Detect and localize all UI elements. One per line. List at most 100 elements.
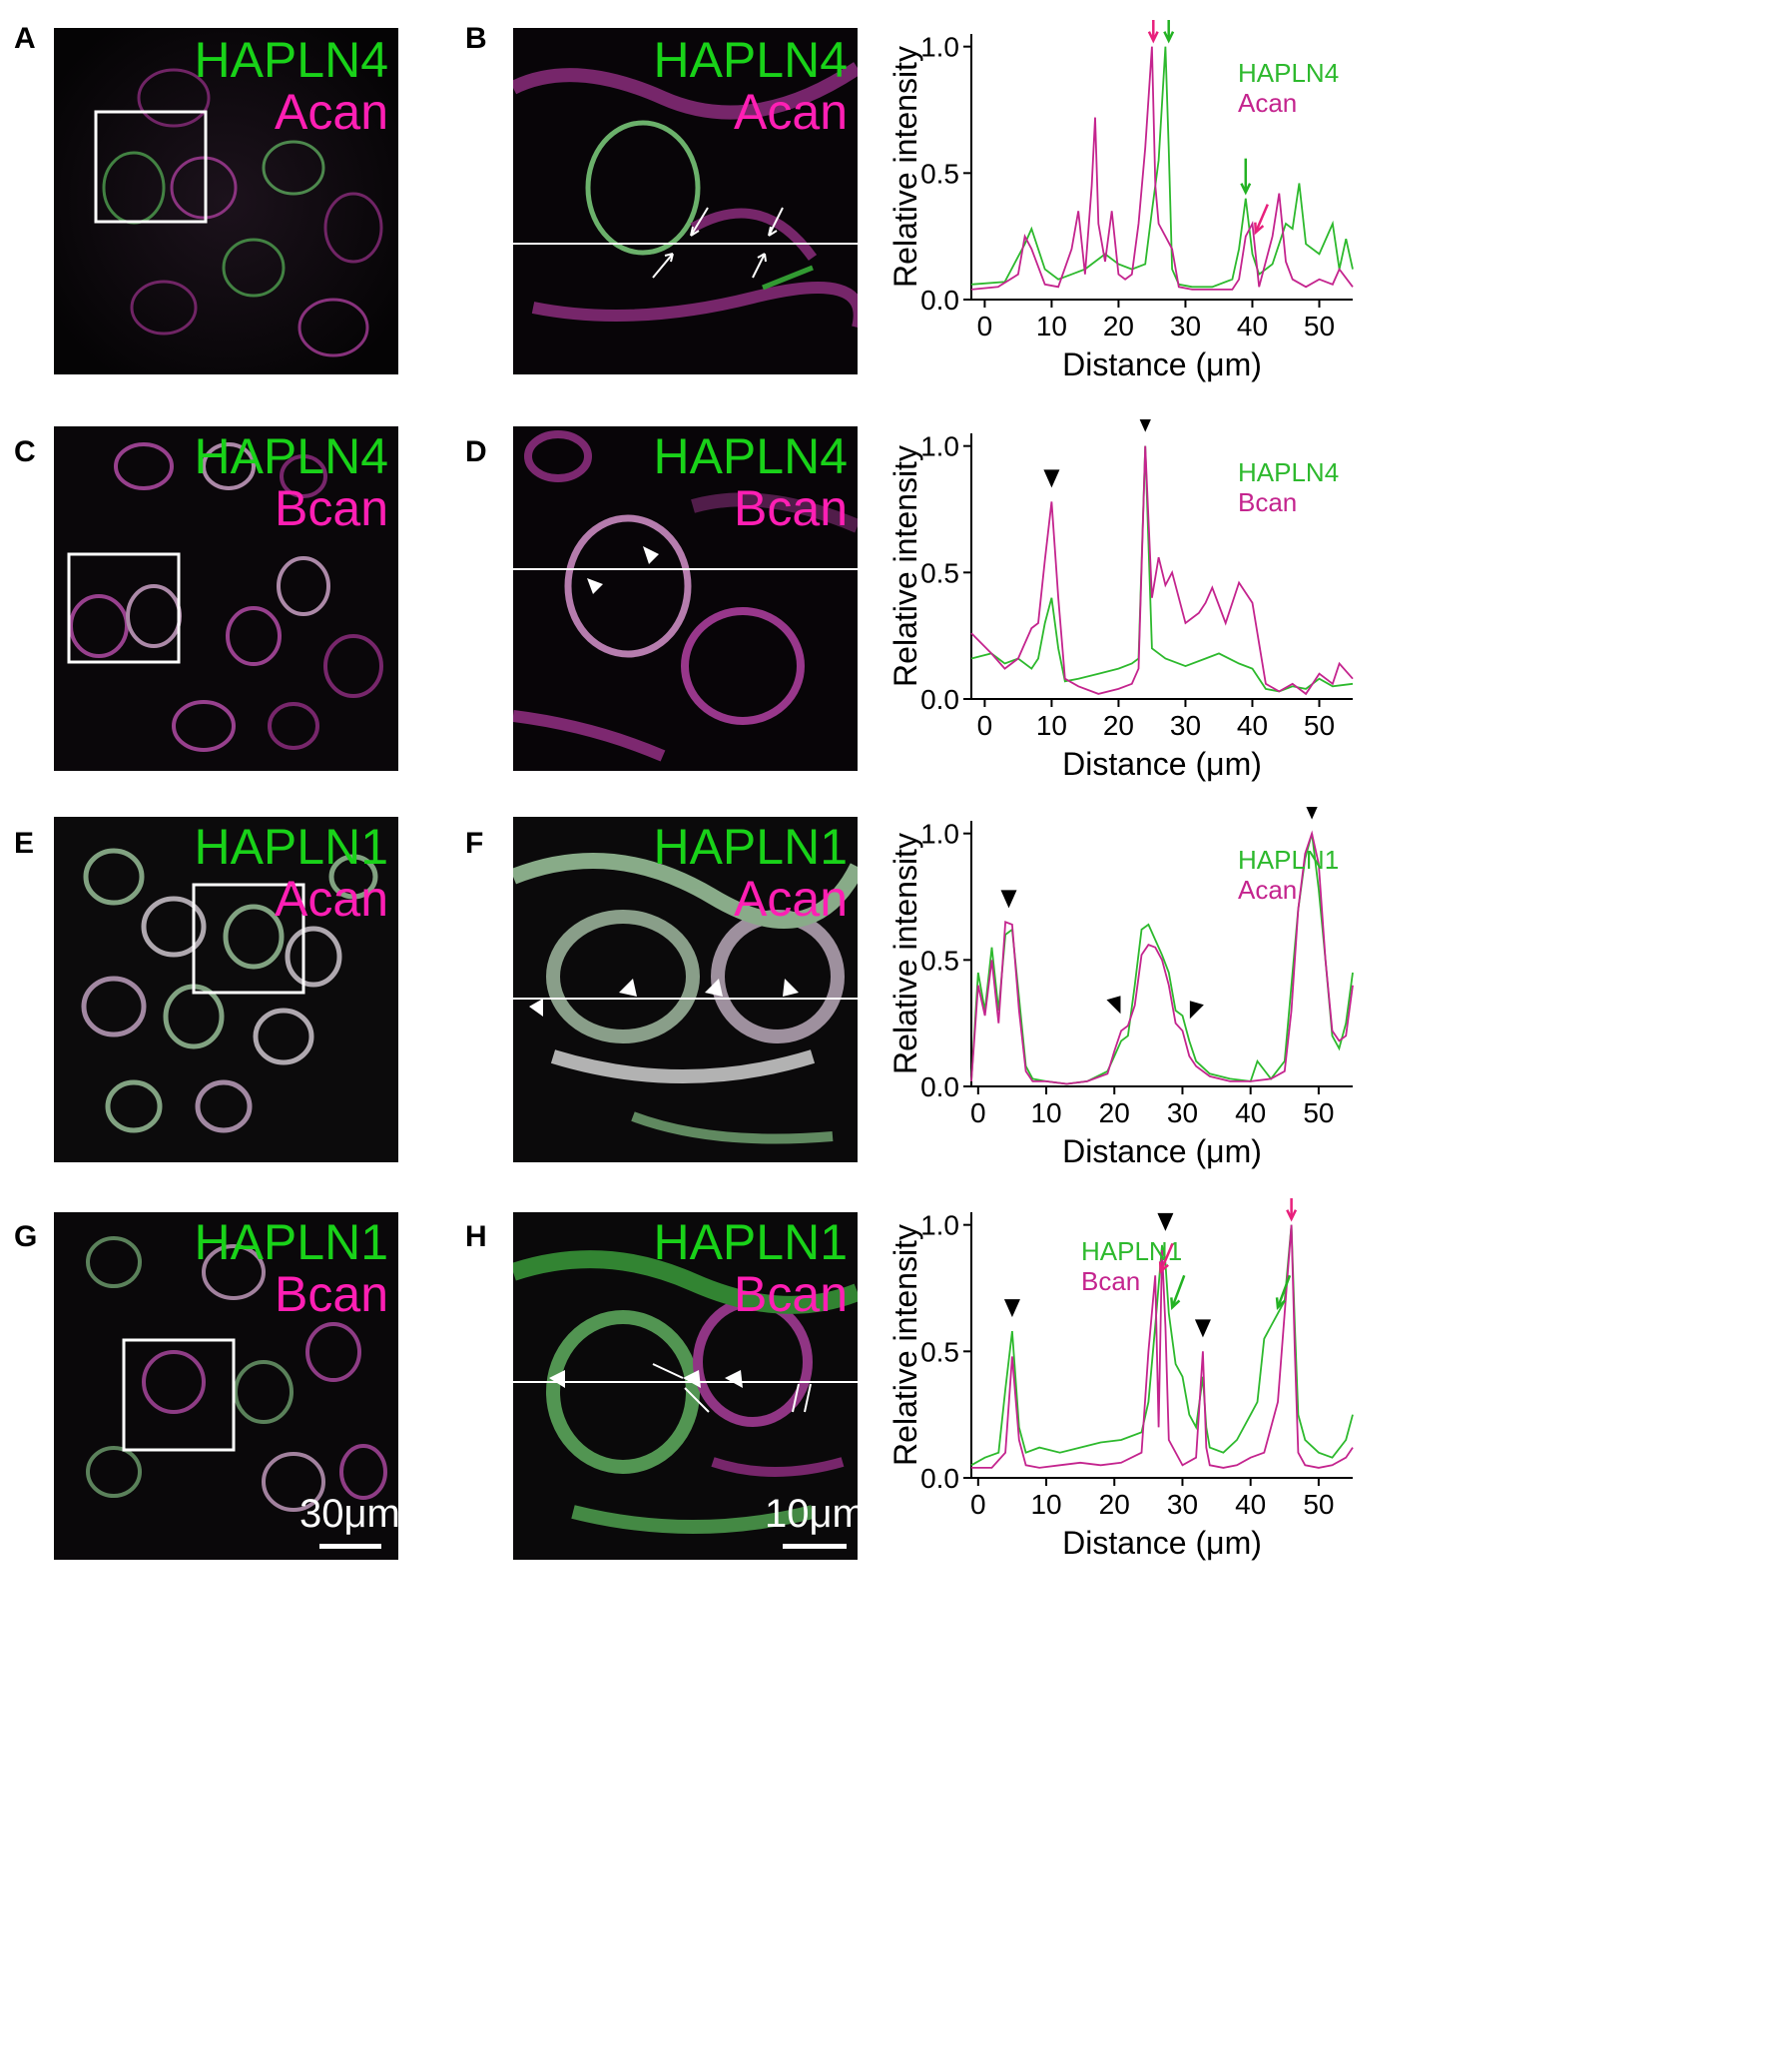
y-axis-label: Relative intensity: [887, 46, 923, 288]
label-b: HAPLN4 Acan: [653, 34, 848, 138]
y-tick-label: 0.5: [920, 158, 959, 189]
legend-entry-bcan: Bcan: [1238, 487, 1297, 517]
scale-label: 30μm: [299, 1492, 398, 1536]
peak-arrowhead: [1194, 1319, 1211, 1338]
micrograph-c-texture: [54, 426, 398, 771]
micrograph-b: HAPLN4 Acan: [513, 28, 858, 374]
y-tick-label: 0.0: [920, 1071, 959, 1102]
label-h: HAPLN1 Bcan: [653, 1216, 848, 1320]
series-line-bcan: [971, 1224, 1354, 1469]
peak-arrowhead: [1304, 801, 1321, 820]
x-tick-label: 30: [1170, 311, 1201, 342]
micrograph-g: HAPLN1 Bcan 30μm: [54, 1212, 398, 1560]
peak-arrow-head: [1170, 1297, 1181, 1311]
label-a: HAPLN4 Acan: [194, 34, 388, 138]
panel-letter-d: D: [465, 435, 487, 468]
peak-arrow-shaft: [1276, 1274, 1292, 1308]
micrograph-a: HAPLN4 Acan: [54, 28, 398, 374]
panel-letter-f: F: [465, 827, 484, 860]
y-tick-label: 0.5: [920, 945, 959, 976]
micrograph-h-texture: [513, 1212, 858, 1560]
scale-bar: [319, 1544, 381, 1549]
series-line-acan: [970, 830, 1354, 1085]
x-tick-label: 10: [1036, 710, 1067, 741]
x-tick-label: 0: [977, 710, 993, 741]
label-magenta: Bcan: [734, 1266, 848, 1322]
x-axis-label: Distance (μm): [1062, 1133, 1262, 1169]
peak-arrow-head: [1240, 183, 1252, 196]
x-tick-label: 0: [970, 1489, 986, 1520]
y-tick-label: 1.0: [920, 32, 959, 63]
series-line-bcan: [970, 445, 1354, 696]
line-plot-4: 0 10 20 30 40 50 0.0 0.5 1.0 Distance (μm) Relativ…: [887, 1184, 1354, 1561]
x-axis-label: Distance (μm): [1062, 1525, 1262, 1561]
panel-letter-h: H: [465, 1220, 487, 1253]
y-tick-label: 1.0: [920, 1210, 959, 1241]
scale-label: 10μm: [765, 1492, 858, 1536]
plot-1: 0 10 20 30 40 50 0.0 0.5 1.0 Distance (μm) Relativ…: [879, 6, 1358, 399]
inset-box: [67, 552, 181, 664]
y-tick-label: 0.0: [920, 285, 959, 316]
peak-arrow-head: [1158, 1261, 1169, 1274]
label-e: HAPLN1 Acan: [194, 821, 388, 925]
plot-3: 0 10 20 30 40 50 0.0 0.5 1.0 Distance (μm) Relativ…: [879, 801, 1358, 1186]
peak-arrowhead: [1189, 1001, 1204, 1020]
plot-4: 0 10 20 30 40 50 0.0 0.5 1.0 Distance (μm) Relativ…: [879, 1184, 1358, 1578]
x-tick-label: 50: [1303, 1489, 1334, 1520]
x-tick-label: 40: [1235, 1097, 1266, 1128]
panel-letter-a: A: [14, 22, 36, 55]
micrograph-h: HAPLN1 Bcan 10μm: [513, 1212, 858, 1560]
micrograph-f-texture: [513, 817, 858, 1162]
label-d: HAPLN4 Bcan: [653, 430, 848, 534]
label-magenta: Bcan: [275, 1266, 388, 1322]
panel-letter-c: C: [14, 435, 36, 468]
micrograph-d-texture: [513, 426, 858, 771]
legend-entry-hapln1: HAPLN1: [1238, 845, 1339, 875]
label-green: HAPLN4: [194, 32, 388, 88]
plot-2: 0 10 20 30 40 50 0.0 0.5 1.0 Distance (μm) Relativ…: [879, 413, 1358, 799]
peak-arrow-shaft: [1171, 1274, 1186, 1308]
peak-arrowhead: [1137, 413, 1154, 432]
x-tick-label: 0: [970, 1097, 986, 1128]
peak-arrow-head: [1286, 1209, 1298, 1222]
micrograph-e-texture: [54, 817, 398, 1162]
label-magenta: Acan: [734, 84, 848, 140]
y-tick-label: 0.0: [920, 684, 959, 715]
label-green: HAPLN1: [653, 819, 848, 875]
peak-arrow-shaft: [1254, 204, 1269, 234]
label-green: HAPLN4: [194, 428, 388, 484]
x-tick-label: 30: [1170, 710, 1201, 741]
y-tick-label: 0.0: [920, 1463, 959, 1494]
label-c: HAPLN4 Bcan: [194, 430, 388, 534]
micrograph-d: HAPLN4 Bcan: [513, 426, 858, 771]
x-tick-label: 10: [1030, 1489, 1061, 1520]
label-green: HAPLN4: [653, 428, 848, 484]
series-line-acan: [970, 46, 1354, 291]
panel-letter-b: B: [465, 22, 487, 55]
peak-arrowhead: [1000, 890, 1017, 909]
label-magenta: Acan: [275, 871, 388, 927]
x-tick-label: 40: [1237, 311, 1268, 342]
legend-entry-acan: Acan: [1238, 875, 1297, 905]
x-axis-label: Distance (μm): [1062, 746, 1262, 782]
peak-arrow-shaft: [1159, 1242, 1174, 1272]
label-green: HAPLN1: [194, 1214, 388, 1270]
x-tick-label: 40: [1237, 710, 1268, 741]
legend-entry-hapln1: HAPLN1: [1081, 1236, 1182, 1266]
x-tick-label: 20: [1103, 710, 1134, 741]
y-tick-label: 1.0: [920, 819, 959, 850]
x-tick-label: 10: [1030, 1097, 1061, 1128]
line-plot-3: 0 10 20 30 40 50 0.0 0.5 1.0 Distance (μm) Relativ…: [887, 801, 1354, 1169]
x-tick-label: 0: [977, 311, 993, 342]
y-axis-label: Relative intensity: [887, 445, 923, 687]
x-tick-label: 50: [1303, 1097, 1334, 1128]
peak-arrowhead: [1003, 1299, 1020, 1318]
micrograph-b-texture: [513, 28, 858, 374]
line-plot-1: 0 10 20 30 40 50 0.0 0.5 1.0 Distance (μm) Relativ…: [887, 6, 1354, 382]
label-g: HAPLN1 Bcan: [194, 1216, 388, 1320]
label-magenta: Acan: [275, 84, 388, 140]
legend-entry-hapln4: HAPLN4: [1238, 457, 1339, 487]
scale-bar: [783, 1544, 847, 1549]
x-tick-label: 30: [1167, 1489, 1198, 1520]
label-green: HAPLN1: [194, 819, 388, 875]
